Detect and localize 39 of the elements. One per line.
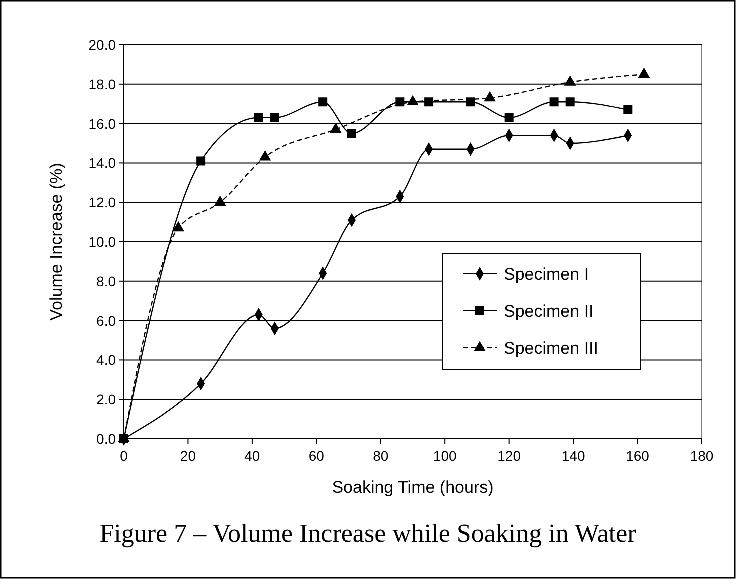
x-tick-label: 100: [433, 448, 458, 464]
y-tick-label: 4.0: [96, 352, 116, 368]
x-tick-label: 140: [562, 448, 586, 464]
y-tick-label: 10.0: [88, 234, 116, 250]
x-tick-label: 160: [626, 448, 650, 464]
point: [566, 98, 575, 107]
y-tick-label: 6.0: [96, 312, 116, 329]
y-tick-label: 0.0: [96, 431, 116, 447]
text: Figure 7 – Volume Increase while Soaking in Water: [100, 519, 637, 548]
x-tick-label: 80: [373, 448, 389, 464]
y-tick-label: 16.0: [88, 116, 116, 132]
point: [270, 113, 280, 122]
x-tick-label: 40: [244, 448, 260, 464]
point: [254, 113, 264, 122]
x-axis-title: Soaking Time (hours): [332, 478, 494, 497]
y-tick-label: 18.0: [88, 76, 116, 92]
y-tick-label: 12.0: [88, 194, 116, 211]
legend-label: Specimen II: [504, 302, 594, 321]
y-axis-title: Volume Increase (%): [47, 163, 66, 321]
x-tick-label: 0: [120, 448, 128, 464]
x-tick-label: 120: [498, 448, 522, 464]
point: [318, 98, 328, 107]
point: [624, 106, 633, 115]
point: [466, 98, 476, 107]
legend-label: Specimen I: [504, 265, 590, 284]
y-tick-label: 20.0: [88, 37, 116, 53]
x-tick-label: 180: [690, 448, 714, 464]
x-tick-label: 60: [308, 448, 325, 464]
y-tick-label: 8.0: [96, 273, 116, 290]
legend-label: Specimen III: [504, 339, 598, 358]
point: [504, 113, 514, 122]
y-tick-label: 14.0: [88, 155, 116, 172]
y-tick-label: 2.0: [96, 392, 116, 408]
point: [424, 98, 434, 107]
point: [347, 129, 356, 138]
point: [396, 98, 405, 107]
x-tick-label: 20: [180, 448, 196, 464]
point: [550, 98, 559, 107]
point: [196, 156, 206, 166]
